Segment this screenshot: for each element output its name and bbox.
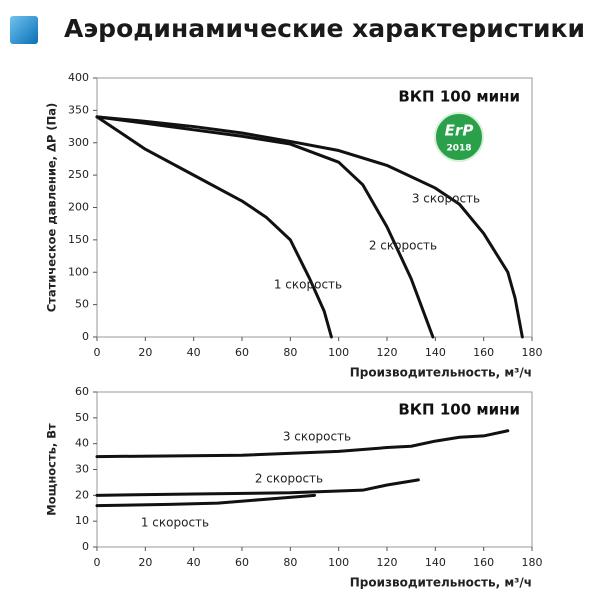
curve	[95, 478, 420, 497]
y-axis-label: Статическое давление, ΔP (Па)	[45, 103, 59, 313]
y-tick-label: 60	[75, 385, 89, 398]
y-tick-label: 100	[68, 265, 89, 278]
x-tick-label: 120	[377, 346, 398, 359]
x-tick-label: 0	[94, 346, 101, 359]
y-tick-label: 0	[82, 540, 89, 553]
x-tick-label: 20	[138, 346, 152, 359]
curve-label: 2 скорость	[369, 239, 437, 253]
x-tick-label: 140	[425, 556, 446, 569]
curve-label: 3 скорость	[412, 192, 480, 206]
x-tick-label: 180	[522, 556, 543, 569]
y-tick-label: 0	[82, 330, 89, 343]
page-title: Аэродинамические характеристики	[64, 14, 585, 43]
y-tick-label: 30	[75, 463, 89, 476]
curve-label: 1 скорость	[141, 516, 209, 530]
x-tick-label: 180	[522, 346, 543, 359]
y-tick-label: 50	[75, 298, 89, 311]
badge-text: 2018	[446, 144, 471, 154]
title-icon	[10, 16, 38, 44]
y-axis-label: Мощность, Вт	[45, 423, 59, 516]
x-tick-label: 160	[473, 556, 494, 569]
y-tick-label: 400	[68, 71, 89, 84]
y-tick-label: 250	[68, 168, 89, 181]
curve	[95, 115, 524, 339]
chart-subtitle: ВКП 100 мини	[398, 401, 520, 419]
x-tick-label: 80	[283, 556, 297, 569]
badge	[434, 112, 484, 162]
x-axis-label: Производительность, м³/ч	[350, 366, 532, 380]
curve-label: 3 скорость	[283, 430, 351, 444]
x-tick-label: 60	[235, 556, 249, 569]
x-axis-label: Производительность, м³/ч	[350, 576, 532, 590]
y-tick-label: 150	[68, 233, 89, 246]
x-tick-label: 20	[138, 556, 152, 569]
y-tick-label: 40	[75, 437, 89, 450]
x-tick-label: 160	[473, 346, 494, 359]
badge-text: ErP	[445, 122, 474, 140]
x-tick-label: 140	[425, 346, 446, 359]
x-tick-label: 120	[377, 556, 398, 569]
x-tick-label: 40	[187, 556, 201, 569]
y-tick-label: 50	[75, 411, 89, 424]
curve	[95, 115, 435, 339]
x-tick-label: 100	[328, 556, 349, 569]
y-tick-label: 300	[68, 136, 89, 149]
x-tick-label: 80	[283, 346, 297, 359]
x-tick-label: 100	[328, 346, 349, 359]
chart-subtitle: ВКП 100 мини	[398, 88, 520, 106]
x-tick-label: 60	[235, 346, 249, 359]
curve-label: 1 скорость	[274, 278, 342, 292]
x-tick-label: 40	[187, 346, 201, 359]
y-tick-label: 10	[75, 514, 89, 527]
y-tick-label: 20	[75, 488, 89, 501]
y-tick-label: 350	[68, 103, 89, 116]
x-tick-label: 0	[94, 556, 101, 569]
curve-label: 2 скорость	[255, 472, 323, 486]
curve	[95, 493, 316, 508]
curve	[95, 115, 333, 339]
curve	[95, 429, 510, 459]
y-tick-label: 200	[68, 201, 89, 214]
